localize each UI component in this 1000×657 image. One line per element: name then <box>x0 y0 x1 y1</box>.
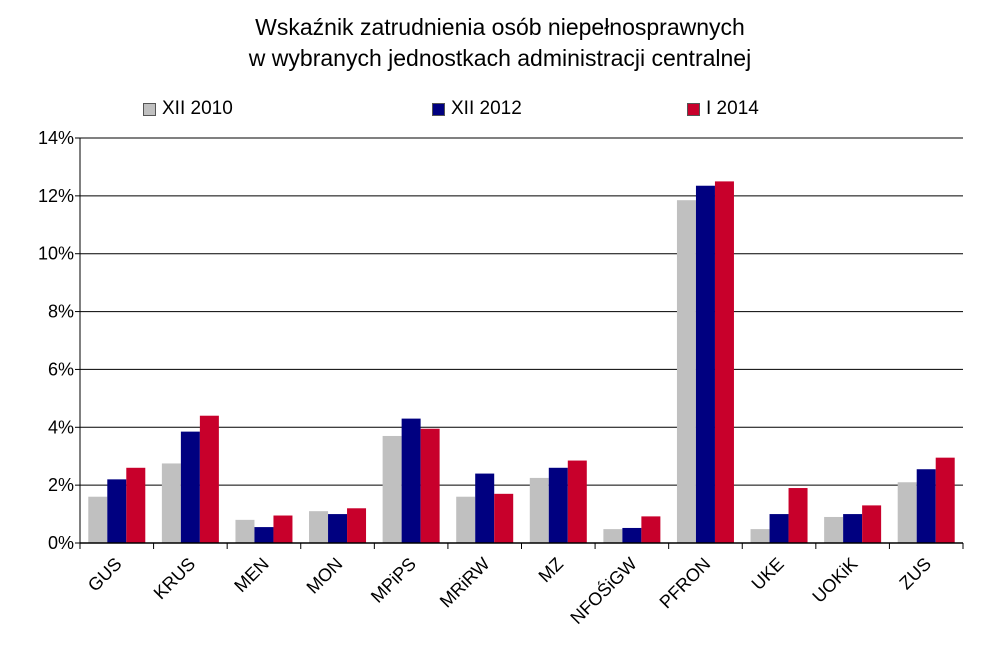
x-tick-label: UOKiK <box>808 554 861 607</box>
bar <box>824 516 844 543</box>
y-tick-label: 6% <box>48 359 74 379</box>
bar <box>714 181 734 543</box>
bar <box>309 511 329 543</box>
bar <box>456 496 476 543</box>
legend-swatch-xii-2010 <box>143 102 156 116</box>
bar <box>788 488 808 543</box>
bar <box>328 514 348 543</box>
legend-item-xii-2010: XII 2010 <box>143 98 233 120</box>
bar <box>107 479 127 543</box>
x-tick-label: ZUS <box>895 554 935 594</box>
bar <box>622 527 642 543</box>
bar <box>769 514 789 543</box>
bar <box>862 505 882 543</box>
legend-item-i-2014: I 2014 <box>687 98 759 120</box>
bar <box>676 200 696 544</box>
legend-label-i-2014: I 2014 <box>706 98 759 119</box>
y-tick-label: 4% <box>48 417 74 437</box>
bar <box>161 463 181 543</box>
bar <box>695 185 715 543</box>
x-tick-label: MZ <box>535 554 568 587</box>
y-tick-label: 14% <box>38 128 74 148</box>
bar <box>199 415 219 543</box>
chart-title-line1: Wskaźnik zatrudnienia osób niepełnospraw… <box>255 14 745 40</box>
chart-title: Wskaźnik zatrudnienia osób niepełnospraw… <box>0 12 1000 74</box>
bar <box>254 527 274 543</box>
bar <box>548 467 568 543</box>
y-tick-label: 10% <box>38 244 74 264</box>
chart-subtitle: w wybranych jednostkach administracji ce… <box>248 45 752 71</box>
x-tick-label: NFOŚiGW <box>566 553 641 628</box>
bar <box>897 482 917 543</box>
x-tick-label: UKE <box>748 554 788 594</box>
bar <box>603 529 623 543</box>
y-tick-label: 8% <box>48 302 74 322</box>
x-tick-label: GUS <box>84 554 126 596</box>
bar <box>126 467 146 543</box>
bar <box>529 477 549 543</box>
bar <box>88 496 108 543</box>
legend-swatch-i-2014 <box>687 102 700 116</box>
x-tick-label: MEN <box>230 554 272 596</box>
bar <box>475 473 495 543</box>
legend-label-xii-2012: XII 2012 <box>451 98 522 119</box>
bar <box>750 529 770 543</box>
bar <box>382 435 402 543</box>
bar <box>420 428 440 543</box>
legend-label-xii-2010: XII 2010 <box>162 98 233 119</box>
bar <box>916 469 936 543</box>
bar <box>347 508 367 543</box>
x-tick-label: KRUS <box>150 554 200 604</box>
bar <box>494 493 514 543</box>
bar <box>273 515 293 543</box>
y-tick-label: 12% <box>38 186 74 206</box>
y-tick-label: 0% <box>48 533 74 553</box>
bar <box>567 460 587 543</box>
x-tick-label: PFRON <box>656 554 715 613</box>
x-tick-label: MON <box>303 554 347 598</box>
bar <box>641 516 661 543</box>
legend-item-xii-2012: XII 2012 <box>432 98 522 120</box>
bar <box>401 418 421 543</box>
bar <box>935 457 955 543</box>
bar <box>235 519 255 543</box>
bar <box>843 514 863 543</box>
y-tick-label: 2% <box>48 475 74 495</box>
x-tick-label: MPiPS <box>367 554 420 607</box>
x-tick-label: MRiRW <box>436 554 494 612</box>
legend-swatch-xii-2012 <box>432 102 445 116</box>
bar <box>180 431 200 543</box>
